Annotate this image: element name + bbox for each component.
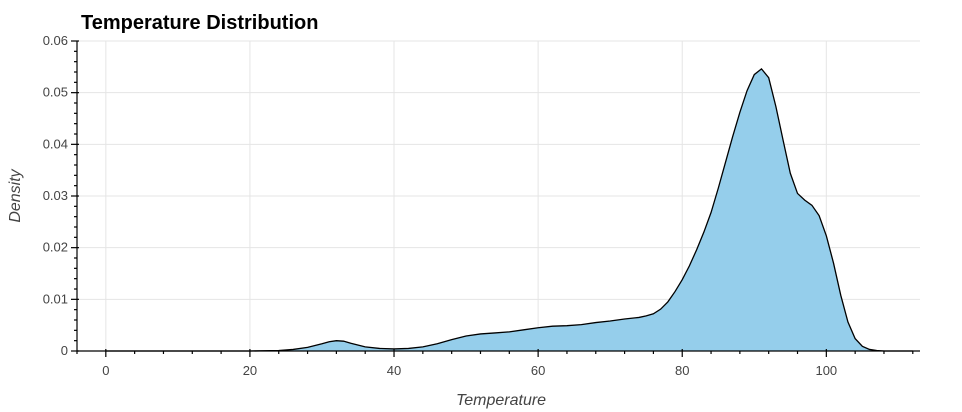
axes: 0 0.01 0.02 0.03 0.04 0.05 0.06 0 20 40 60 80 100 (43, 33, 920, 378)
area-layer (105, 67, 913, 352)
x-tick-label-5: 100 (815, 363, 837, 378)
x-tick-label-1: 20 (243, 363, 257, 378)
chart-title: Temperature Distribution (81, 12, 318, 34)
x-tick-label-3: 60 (531, 363, 545, 378)
y-tick-label-5: 0.05 (43, 85, 68, 100)
x-tick-label-0: 0 (102, 363, 109, 378)
density-area (105, 68, 913, 352)
y-tick-label-2: 0.02 (43, 240, 68, 255)
y-tick-label-0: 0 (61, 343, 68, 358)
y-axis-label: Density (7, 168, 24, 222)
y-tick-label-6: 0.06 (43, 33, 68, 48)
y-tick-label-3: 0.03 (43, 188, 68, 203)
y-tick-label-4: 0.04 (43, 136, 68, 151)
density-line (105, 67, 913, 352)
x-axis-label: Temperature (456, 392, 546, 409)
y-tick-label-1: 0.01 (43, 291, 68, 306)
x-tick-label-4: 80 (675, 363, 689, 378)
x-tick-label-2: 40 (387, 363, 401, 378)
